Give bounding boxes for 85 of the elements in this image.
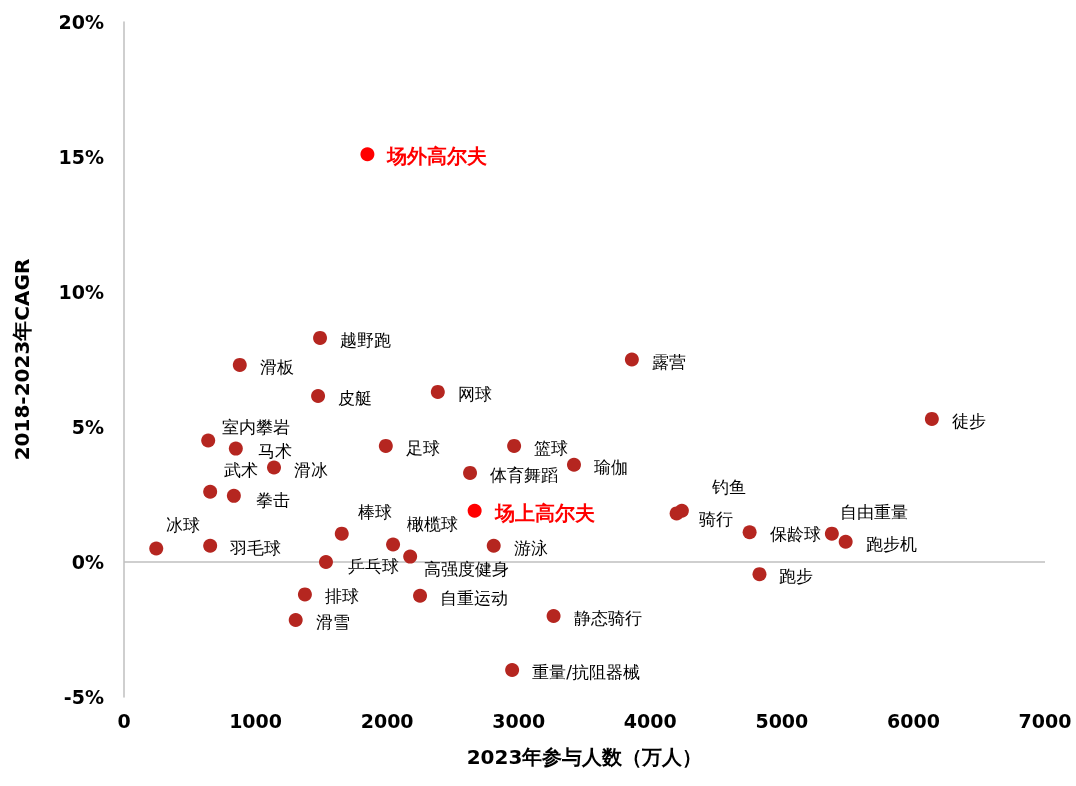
y-tick-label: 15% (58, 146, 104, 168)
point (669, 506, 684, 521)
x-tick-label: 0 (117, 709, 131, 732)
data-label: 自由重量 (839, 501, 908, 522)
point (228, 441, 243, 456)
data-label: 皮艇 (338, 387, 373, 408)
y-tick-label: -5% (63, 686, 104, 708)
x-tick-label: 5000 (755, 709, 809, 732)
data-label: 自重运动 (440, 587, 509, 608)
point (752, 567, 767, 582)
data-label: 足球 (405, 437, 440, 458)
data-label: 羽毛球 (229, 537, 282, 558)
data-label: 棒球 (357, 501, 392, 522)
data-label: 钓鱼 (710, 476, 746, 497)
data-label: 网球 (457, 383, 492, 404)
data-label: 游泳 (513, 537, 548, 558)
point (386, 537, 401, 552)
data-label: 橄榄球 (407, 514, 459, 535)
data-label: 静态骑行 (573, 608, 642, 628)
data-label: 跑步 (779, 566, 814, 587)
point (311, 388, 326, 403)
data-label: 重量/抗阻器械 (532, 662, 640, 682)
point (232, 357, 247, 372)
data-label: 场外高尔夫 (386, 144, 488, 169)
point (505, 663, 520, 677)
y-tick-label: 10% (58, 281, 104, 303)
y-axis-title: 2018-2023年CAGR (10, 258, 34, 461)
data-label: 高强度健身 (424, 558, 510, 579)
point (838, 534, 853, 549)
data-label: 骑行 (698, 509, 733, 530)
point (360, 147, 375, 162)
data-label: 篮球 (534, 437, 569, 458)
point (824, 526, 839, 541)
data-label: 体育舞蹈 (490, 464, 559, 485)
point (378, 438, 393, 453)
point (403, 549, 418, 564)
data-label: 越野跑 (340, 329, 392, 350)
data-label: 跑步机 (865, 533, 917, 554)
data-label: 排球 (324, 586, 359, 607)
x-tick-label: 7000 (1018, 709, 1072, 732)
point (334, 526, 349, 541)
x-tick-label: 2000 (360, 709, 414, 732)
data-label: 冰球 (166, 514, 201, 535)
data-label: 乒乓球 (347, 556, 399, 576)
y-tick-label: 20% (58, 11, 104, 33)
point (742, 525, 757, 540)
point (203, 538, 218, 553)
point (413, 588, 428, 603)
point (201, 433, 216, 448)
point (267, 460, 281, 475)
data-label: 徒步 (951, 410, 986, 431)
point (507, 438, 522, 453)
point (297, 587, 312, 602)
y-tick-label: 0% (71, 551, 104, 573)
point (463, 465, 478, 480)
data-label: 滑冰 (293, 459, 328, 480)
data-label: 马术 (257, 440, 292, 461)
point (226, 488, 241, 503)
point (288, 613, 303, 628)
point (566, 457, 581, 472)
data-label: 武术 (224, 459, 259, 480)
x-tick-label: 1000 (229, 709, 283, 732)
data-label: 场上高尔夫 (493, 500, 595, 525)
point (924, 411, 939, 426)
point (624, 352, 639, 367)
data-label: 保龄球 (769, 524, 821, 545)
point (318, 555, 333, 569)
point (203, 484, 218, 499)
data-label: 室内攀岩 (222, 416, 291, 437)
point (486, 538, 501, 553)
x-axis-title: 2023年参与人数（万人） (466, 745, 703, 769)
x-tick-label: 6000 (886, 709, 940, 732)
y-tick-label: 5% (71, 416, 104, 438)
x-tick-label: 4000 (623, 709, 677, 732)
data-label: 拳击 (255, 489, 290, 510)
point (546, 609, 561, 623)
x-tick-label: 3000 (492, 709, 546, 732)
point (313, 330, 328, 345)
point (467, 503, 482, 518)
data-label: 露营 (651, 351, 686, 372)
point (149, 541, 164, 556)
point (430, 384, 445, 399)
data-label: 瑜伽 (593, 456, 628, 477)
data-label: 滑板 (259, 356, 294, 377)
data-label: 滑雪 (315, 612, 350, 633)
